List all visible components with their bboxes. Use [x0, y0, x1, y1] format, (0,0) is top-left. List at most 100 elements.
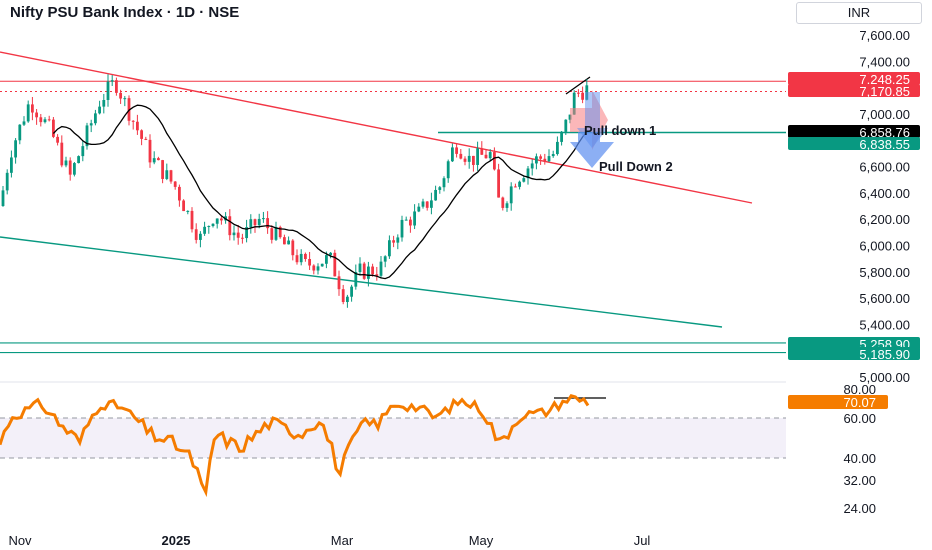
candle-body — [383, 256, 387, 262]
time-tick-label: Nov — [8, 533, 32, 548]
descending-resistance-line — [0, 51, 753, 204]
candle-body — [304, 253, 307, 260]
candle-body — [522, 178, 526, 182]
price-tag-label: 5,185.90 — [859, 347, 910, 362]
candle-body — [173, 181, 177, 187]
candle-body — [220, 218, 223, 221]
price-tick-label: 6,200.00 — [859, 212, 910, 227]
candle-body — [329, 252, 332, 256]
price-tag-label: 6,838.55 — [859, 137, 910, 152]
price-tag-label: 6,858.76 — [859, 125, 910, 140]
candle-body — [52, 119, 55, 137]
candle-body — [299, 253, 303, 263]
candle-body — [89, 123, 93, 126]
candle-body — [278, 226, 282, 238]
candle-body — [5, 172, 9, 191]
candle-body — [434, 189, 437, 201]
candle-body — [241, 237, 244, 239]
candle-body — [186, 210, 190, 212]
pull-down-2-arrow — [570, 132, 614, 168]
candle-body — [228, 216, 232, 236]
candle-body — [22, 121, 26, 125]
candle-body — [425, 201, 429, 208]
candle-body — [178, 186, 181, 201]
candle-body — [262, 218, 265, 220]
candle-body — [207, 226, 211, 228]
candle-body — [501, 197, 505, 208]
candle-body — [165, 170, 169, 179]
candle-body — [367, 266, 370, 279]
candle-body — [182, 200, 185, 212]
candle-body — [488, 152, 492, 159]
candle-body — [551, 154, 555, 157]
candle-body — [308, 259, 311, 266]
candle-body — [539, 156, 542, 159]
pull-down-1-blue-arrow — [577, 92, 608, 148]
price-tick-label: 7,600.00 — [859, 28, 910, 43]
candle-body — [325, 255, 328, 264]
candle-body — [43, 119, 47, 123]
candle-body — [10, 157, 13, 173]
price-tags: 7,248.257,170.856,858.766,838.555,258.90… — [788, 72, 920, 410]
candle-body — [215, 218, 219, 224]
candle-body — [438, 187, 442, 190]
candles — [1, 74, 589, 308]
candle-body — [463, 158, 467, 162]
time-axis: Nov 2025 Mar May Jul — [8, 533, 650, 548]
price-tag-label: 7,248.25 — [859, 72, 910, 87]
candle-body — [320, 263, 324, 267]
rsi-tick-label: 80.00 — [843, 382, 876, 397]
price-axis: 7,600.007,400.007,200.007,000.006,800.00… — [843, 28, 910, 516]
candle-body — [14, 140, 17, 158]
descending-support-line — [0, 236, 723, 328]
candle-body — [274, 226, 278, 240]
candle-body — [421, 201, 425, 207]
candle-body — [392, 240, 395, 243]
candle-body — [119, 92, 122, 99]
time-tick-label: Mar — [331, 533, 354, 548]
candle-body — [144, 138, 148, 140]
candle-body — [350, 286, 353, 297]
rsi-series — [0, 394, 590, 498]
candle-body — [362, 263, 366, 279]
candle-body — [518, 181, 521, 187]
candle-body — [266, 218, 269, 229]
candle-body — [409, 219, 412, 226]
candle-body — [169, 170, 173, 182]
price-tag — [788, 337, 920, 350]
candle-body — [388, 240, 391, 257]
candle-body — [577, 92, 580, 94]
candle-body — [346, 296, 349, 303]
candle-body — [123, 98, 127, 100]
candle-body — [161, 160, 164, 179]
annotation-label: Pull down 1 — [584, 123, 656, 138]
candle-body — [375, 274, 379, 276]
candle-body — [354, 272, 358, 287]
chart-title: Nifty PSU Bank Index · 1D · NSE — [10, 4, 239, 21]
candle-body — [484, 154, 488, 159]
candle-body — [493, 152, 496, 170]
candle-body — [547, 156, 551, 162]
price-tag — [788, 137, 920, 150]
candle-body — [543, 158, 547, 162]
candle-body — [26, 104, 30, 122]
price-tick-label: 5,600.00 — [859, 291, 910, 306]
candle-body — [396, 237, 400, 243]
candle-body — [400, 219, 404, 238]
candle-body — [270, 228, 274, 240]
candle-body — [572, 92, 576, 115]
currency-selector[interactable]: INR — [796, 2, 922, 24]
candle-body — [560, 131, 563, 142]
price-tick-label: 7,000.00 — [859, 107, 910, 122]
price-tick-label: 7,400.00 — [859, 54, 910, 69]
rsi-tick-label: 60.00 — [843, 411, 876, 426]
candle-body — [446, 161, 450, 179]
candle-body — [190, 210, 194, 230]
candle-body — [203, 226, 206, 234]
candle-body — [312, 265, 316, 271]
candle-body — [115, 80, 118, 93]
price-tag — [788, 72, 920, 85]
time-tick-label: Jul — [634, 533, 651, 548]
moving-average — [52, 104, 588, 280]
